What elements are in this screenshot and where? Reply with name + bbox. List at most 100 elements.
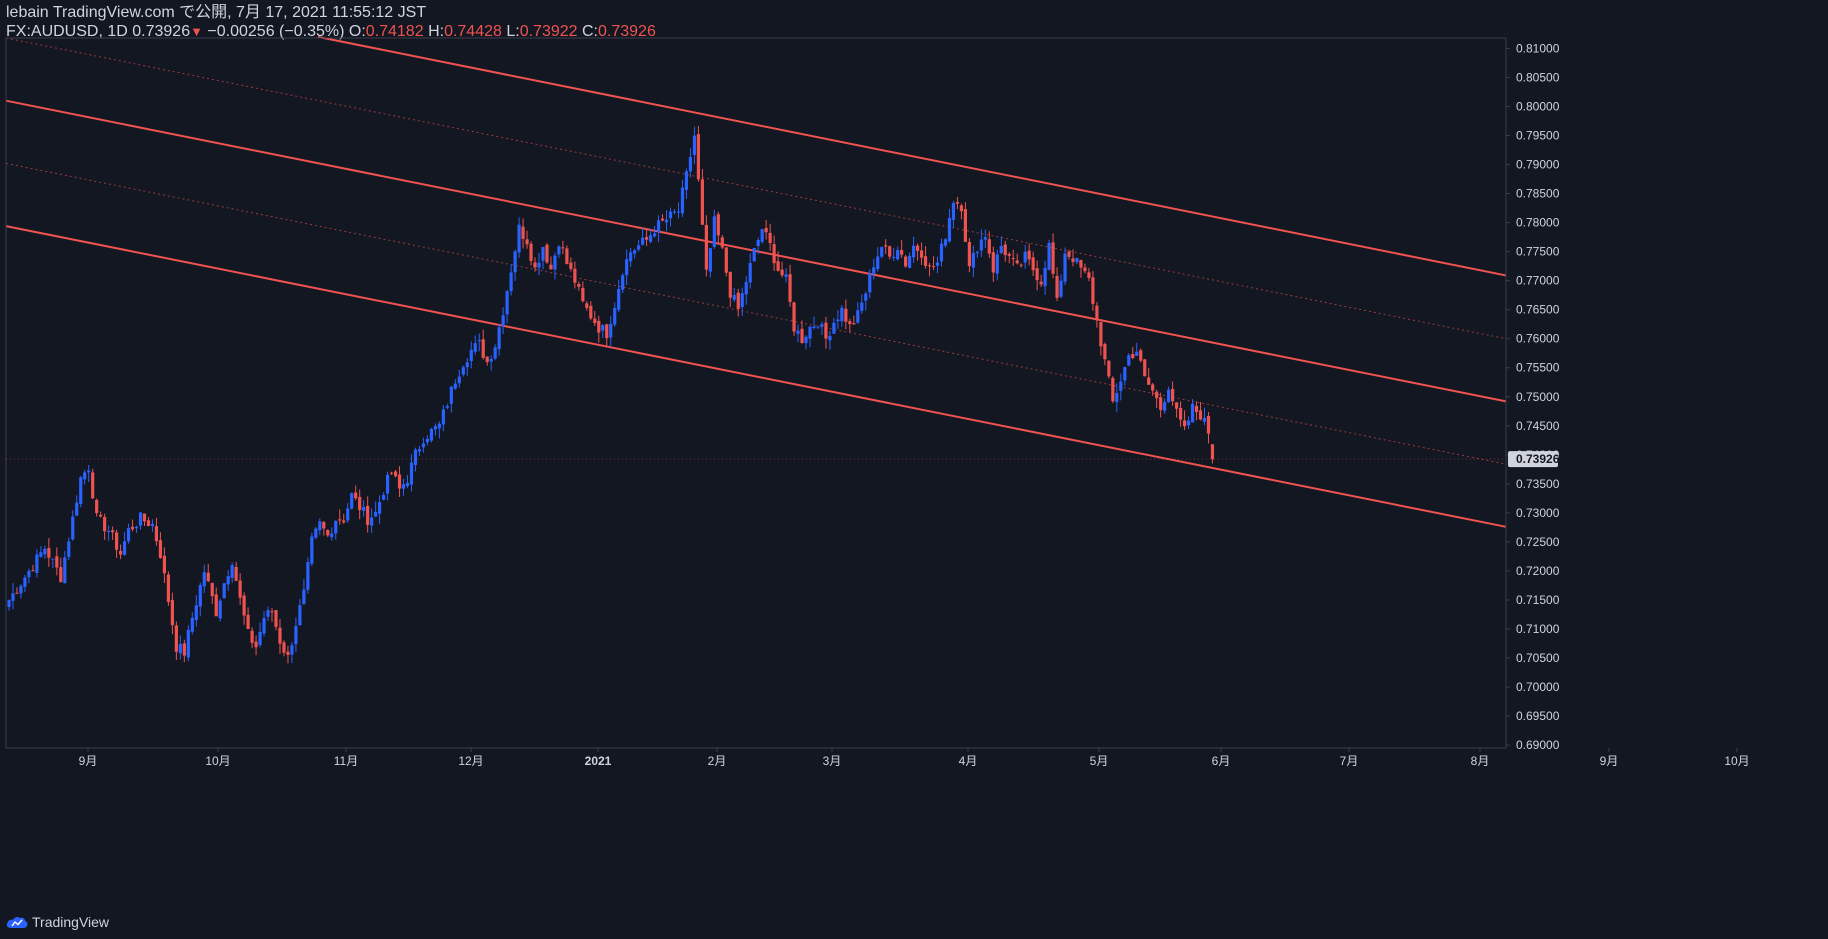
candle-body bbox=[991, 252, 995, 273]
candle-body bbox=[409, 462, 414, 485]
candle-body bbox=[130, 526, 135, 530]
candle-body bbox=[441, 409, 445, 425]
candle-body bbox=[915, 245, 920, 251]
candle-body bbox=[166, 574, 170, 602]
candle-body bbox=[983, 237, 987, 240]
candle-body bbox=[740, 293, 744, 308]
candle-body bbox=[453, 383, 457, 389]
candle-body bbox=[469, 349, 473, 362]
candle-body bbox=[672, 211, 677, 213]
candle-body bbox=[198, 585, 202, 607]
candle-body bbox=[186, 629, 190, 658]
candle-body bbox=[931, 266, 936, 268]
candle-body bbox=[1178, 407, 1183, 420]
candle-body bbox=[1047, 242, 1051, 270]
price-change: −0.00256 (−0.35%) bbox=[207, 23, 345, 40]
candle-body bbox=[565, 248, 569, 264]
candle-body bbox=[963, 209, 967, 242]
candle-body bbox=[880, 246, 884, 257]
candle-body bbox=[23, 577, 27, 587]
candle-body bbox=[884, 245, 888, 247]
low-value: 0.73922 bbox=[519, 23, 578, 40]
price-tick-label: 0.75500 bbox=[1516, 361, 1560, 375]
publish-info: lebain TradingView.com で公開, 7月 17, 2021 … bbox=[6, 4, 427, 21]
candle-body bbox=[768, 232, 772, 243]
candle-body bbox=[1163, 402, 1167, 411]
candle-body bbox=[617, 288, 621, 310]
candle-body bbox=[314, 528, 318, 538]
candle-body bbox=[684, 171, 689, 190]
candle-body bbox=[282, 642, 286, 653]
candle-body bbox=[951, 202, 956, 220]
candle-body bbox=[955, 202, 960, 204]
candle-body bbox=[1127, 355, 1131, 366]
candle-body bbox=[401, 484, 406, 489]
price-tick-label: 0.70500 bbox=[1516, 651, 1560, 665]
regression-channel[interactable] bbox=[5, 35, 1507, 528]
candle-body bbox=[1103, 344, 1107, 360]
candle-body bbox=[637, 245, 641, 250]
candle-body bbox=[362, 507, 366, 511]
candle-body bbox=[836, 319, 840, 322]
candle-body bbox=[812, 326, 816, 328]
candle-body bbox=[1075, 257, 1079, 263]
candle-body bbox=[270, 611, 274, 613]
candle-body bbox=[788, 274, 792, 302]
price-tick-label: 0.74500 bbox=[1516, 419, 1560, 433]
footer-branding[interactable]: TradingView bbox=[6, 914, 109, 930]
candle-body bbox=[146, 520, 151, 526]
candle-body bbox=[967, 241, 971, 267]
candle-body bbox=[517, 224, 521, 253]
down-arrow-icon: ▼ bbox=[190, 24, 203, 39]
candle-body bbox=[274, 610, 278, 627]
candle-body bbox=[370, 517, 374, 526]
candle-body bbox=[1194, 405, 1199, 413]
candle-body bbox=[840, 307, 844, 322]
candle-body bbox=[1143, 359, 1147, 377]
candle-body bbox=[1023, 251, 1027, 263]
candle-body bbox=[79, 477, 83, 504]
candle-body bbox=[728, 271, 732, 298]
candle-body bbox=[911, 245, 916, 258]
candle-body bbox=[1151, 384, 1155, 391]
candle-body bbox=[242, 595, 246, 616]
candle-body bbox=[278, 627, 282, 644]
price-tick-label: 0.72500 bbox=[1516, 535, 1560, 549]
candle-body bbox=[708, 248, 712, 272]
candle-body bbox=[597, 320, 601, 333]
candle-body bbox=[47, 548, 51, 558]
candle-body bbox=[63, 557, 67, 584]
candle-body bbox=[294, 626, 298, 645]
candle-body bbox=[39, 552, 43, 557]
candle-body bbox=[533, 262, 537, 268]
candle-body bbox=[190, 617, 194, 632]
candle-body bbox=[75, 502, 79, 516]
candle-body bbox=[1031, 257, 1035, 271]
time-tick-label: 12月 bbox=[458, 754, 483, 768]
price-tick-label: 0.80000 bbox=[1516, 100, 1560, 114]
candle-body bbox=[122, 541, 127, 555]
candle-body bbox=[1210, 444, 1215, 460]
candle-body bbox=[557, 246, 561, 255]
candle-body bbox=[816, 327, 820, 329]
candles bbox=[7, 126, 1215, 664]
candle-body bbox=[222, 583, 226, 599]
price-tick-label: 0.77000 bbox=[1516, 274, 1560, 288]
high-value: 0.74428 bbox=[444, 23, 502, 40]
candle-body bbox=[194, 605, 198, 621]
candle-body bbox=[389, 472, 394, 474]
price-tick-label: 0.79500 bbox=[1516, 129, 1560, 143]
candle-body bbox=[1015, 260, 1019, 264]
candle-body bbox=[692, 135, 697, 155]
candle-body bbox=[354, 492, 358, 499]
candle-body bbox=[437, 423, 441, 429]
candle-body bbox=[107, 531, 111, 533]
candle-body bbox=[150, 523, 155, 526]
candle-body bbox=[202, 572, 206, 587]
time-tick-label: 10月 bbox=[205, 754, 230, 768]
price-tick-label: 0.75000 bbox=[1516, 390, 1560, 404]
candle-body bbox=[824, 322, 828, 339]
candle-body bbox=[126, 528, 131, 542]
price-tick-label: 0.77500 bbox=[1516, 245, 1560, 259]
